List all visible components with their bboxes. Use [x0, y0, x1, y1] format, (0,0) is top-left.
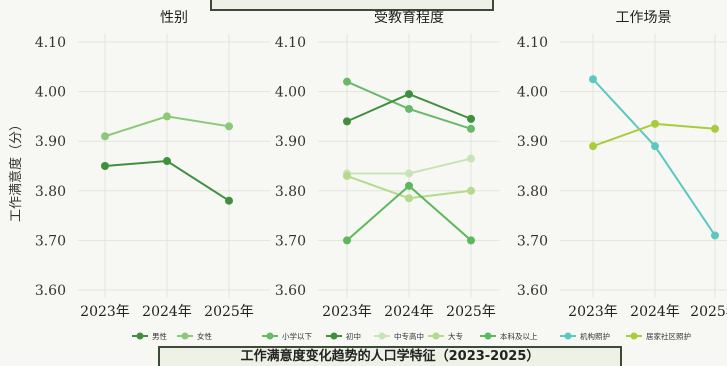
x-tick-label: 2025年 — [690, 304, 727, 320]
data-point — [467, 114, 475, 123]
data-point — [589, 75, 597, 84]
data-point — [101, 132, 109, 141]
legend-swatch-point — [266, 332, 274, 340]
data-point — [343, 117, 351, 126]
x-tick-label: 2024年 — [142, 304, 192, 320]
legend-swatch-point — [432, 332, 440, 340]
data-point — [467, 124, 475, 133]
legend-label: 机构照护 — [580, 331, 610, 341]
y-tick-label: 3.60 — [35, 283, 66, 299]
legend-label: 小学以下 — [282, 331, 312, 341]
data-point — [589, 142, 597, 151]
legend-swatch-point — [484, 332, 492, 340]
y-tick-label: 3.90 — [35, 134, 66, 150]
chart-figure: 工作满意度（分） 性别 3.60 3.70 3.80 3.90 4.00 4.10 2023年 2… — [8, 10, 727, 341]
top-title-banner — [210, 0, 494, 11]
y-tick-label: 4.10 — [517, 35, 548, 51]
data-point — [467, 154, 475, 163]
x-tick-label: 2023年 — [80, 304, 130, 320]
data-point — [405, 194, 413, 203]
y-tick-label: 4.00 — [275, 85, 306, 101]
figure-bottom-title: 工作满意度变化趋势的人口学特征（2023-2025） — [158, 346, 622, 366]
y-tick-label: 4.00 — [517, 85, 548, 101]
panel-title: 工作场景 — [616, 10, 672, 26]
legend-swatch-point — [564, 332, 572, 340]
y-axis-label: 工作满意度（分） — [8, 118, 24, 222]
x-tick-label: 2023年 — [322, 304, 372, 320]
data-point — [711, 124, 719, 133]
y-tick-label: 3.70 — [275, 233, 306, 249]
legend-swatch-point — [136, 332, 144, 340]
legend-label: 男性 — [152, 331, 167, 341]
data-point — [405, 104, 413, 113]
panel-title: 性别 — [160, 10, 188, 26]
y-tick-label: 3.90 — [517, 134, 548, 150]
legend-label: 居家社区照护 — [646, 331, 691, 341]
legend-label: 大专 — [448, 331, 463, 341]
y-tick-label: 3.60 — [275, 283, 306, 299]
data-point — [343, 77, 351, 86]
data-point — [343, 171, 351, 180]
legend-label: 初中 — [346, 331, 361, 341]
x-tick-label: 2025年 — [204, 304, 254, 320]
y-tick-label: 3.80 — [35, 184, 66, 200]
data-point — [343, 236, 351, 245]
data-point — [467, 236, 475, 245]
legend-swatch-point — [181, 332, 189, 340]
data-point — [651, 142, 659, 151]
y-tick-label: 3.70 — [35, 233, 66, 249]
data-point — [225, 122, 233, 131]
y-tick-label: 3.90 — [275, 134, 306, 150]
legend-label: 中专高中 — [394, 331, 424, 341]
x-tick-label: 2024年 — [384, 304, 434, 320]
data-point — [163, 112, 171, 121]
x-tick-label: 2025年 — [446, 304, 496, 320]
y-tick-label: 3.80 — [517, 184, 548, 200]
y-tick-label: 4.00 — [35, 85, 66, 101]
x-tick-label: 2023年 — [568, 304, 618, 320]
data-point — [467, 186, 475, 195]
y-tick-label: 4.10 — [35, 35, 66, 51]
y-tick-label: 3.80 — [275, 184, 306, 200]
y-tick-label: 3.70 — [517, 233, 548, 249]
legend-swatch-point — [378, 332, 386, 340]
legend-swatch-point — [330, 332, 338, 340]
data-point — [405, 181, 413, 190]
y-tick-label: 3.60 — [517, 283, 548, 299]
data-point — [405, 90, 413, 99]
data-point — [225, 196, 233, 205]
legend-swatch-point — [630, 332, 638, 340]
x-tick-label: 2024年 — [630, 304, 680, 320]
data-point — [651, 119, 659, 128]
data-point — [101, 162, 109, 170]
data-point — [163, 157, 171, 166]
legend-label: 女性 — [197, 331, 212, 341]
series-line — [592, 78, 716, 236]
data-point — [711, 231, 719, 240]
legend-label: 本科及以上 — [500, 331, 538, 341]
y-tick-label: 4.10 — [275, 35, 306, 51]
panel-title: 受教育程度 — [374, 10, 444, 26]
data-point — [405, 169, 413, 178]
